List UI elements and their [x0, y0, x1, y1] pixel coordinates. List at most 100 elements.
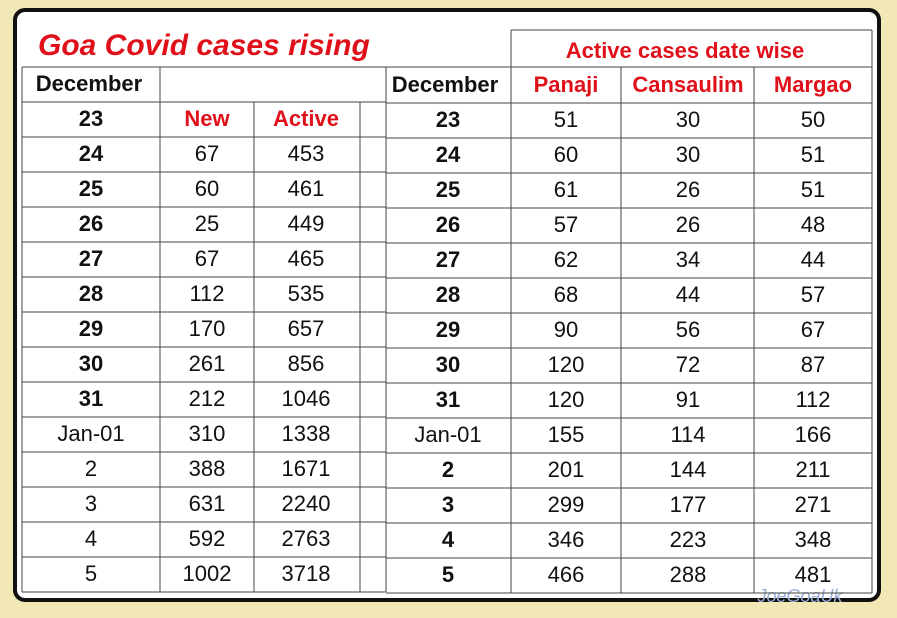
row-label: 25: [79, 176, 103, 201]
cell: 114: [670, 422, 705, 447]
watermark: JoeGoaUk: [756, 586, 843, 606]
cell: 44: [801, 247, 825, 272]
row-label: 28: [436, 282, 460, 307]
cell: 91: [676, 387, 700, 412]
column-header: New: [184, 106, 230, 131]
column-header: Margao: [774, 72, 852, 97]
cell: 2763: [282, 526, 331, 551]
cell: 144: [670, 457, 707, 482]
cell: 453: [288, 141, 325, 166]
row-label: 5: [442, 562, 454, 587]
cell: 25: [195, 211, 219, 236]
cell: 57: [554, 212, 578, 237]
row-label: 3: [85, 491, 97, 516]
row-label: 26: [436, 212, 460, 237]
cell: 60: [195, 176, 219, 201]
cell: 1671: [282, 456, 331, 481]
header: December: [392, 72, 499, 97]
row-label: 31: [436, 387, 460, 412]
row-label: 4: [85, 526, 97, 551]
cell: 26: [676, 177, 700, 202]
cell: 631: [189, 491, 226, 516]
caption: Active cases date wise: [566, 38, 804, 63]
row-label: 5: [85, 561, 97, 586]
cell: 261: [189, 351, 226, 376]
row-label: 24: [436, 142, 461, 167]
cell: 856: [288, 351, 325, 376]
header: December: [36, 71, 143, 96]
cell: 211: [795, 457, 830, 482]
cell: 30: [676, 107, 700, 132]
row-label: 26: [79, 211, 103, 236]
cell: 90: [554, 317, 578, 342]
cell: 120: [548, 352, 585, 377]
row-label: 3: [442, 492, 454, 517]
row-label: 2: [85, 456, 97, 481]
column-header: Panaji: [534, 72, 599, 97]
cell: 271: [795, 492, 832, 517]
cell: 60: [554, 142, 578, 167]
cell: 461: [288, 176, 325, 201]
cell: 310: [189, 421, 226, 446]
cell: 3718: [282, 561, 331, 586]
cell: 51: [801, 142, 825, 167]
cell: 120: [548, 387, 585, 412]
cell: 657: [288, 316, 325, 341]
row-label: 4: [442, 527, 455, 552]
cell: 51: [554, 107, 578, 132]
cell: 112: [189, 281, 224, 306]
cell: 56: [676, 317, 700, 342]
cell: 2240: [282, 491, 331, 516]
cell: 212: [189, 386, 226, 411]
cell: 299: [548, 492, 585, 517]
row-label: 24: [79, 141, 104, 166]
cell: 67: [195, 246, 219, 271]
cell: 201: [548, 457, 585, 482]
row-label: 30: [79, 351, 103, 376]
row-label: 31: [79, 386, 103, 411]
row-label: 27: [79, 246, 103, 271]
row-label: 23: [79, 106, 103, 131]
cell: 449: [288, 211, 325, 236]
cell: 288: [670, 562, 707, 587]
cell: 68: [554, 282, 578, 307]
row-label: 30: [436, 352, 460, 377]
cell: 223: [670, 527, 707, 552]
row-label: 27: [436, 247, 460, 272]
cell: 592: [189, 526, 226, 551]
cell: 166: [795, 422, 832, 447]
column-header: Active: [273, 106, 339, 131]
cell: 177: [670, 492, 707, 517]
cell: 48: [801, 212, 825, 237]
cell: 30: [676, 142, 700, 167]
cell: 170: [189, 316, 226, 341]
cell: 1002: [183, 561, 232, 586]
cell: 67: [801, 317, 825, 342]
cell: 346: [548, 527, 585, 552]
cell: 44: [676, 282, 700, 307]
cell: 67: [195, 141, 219, 166]
cell: 72: [676, 352, 700, 377]
cell: 466: [548, 562, 585, 587]
row-label: 29: [79, 316, 103, 341]
cell: 1046: [282, 386, 331, 411]
row-label: Jan-01: [414, 422, 481, 447]
cell: 1338: [282, 421, 331, 446]
cell: 51: [801, 177, 825, 202]
cell: 112: [795, 387, 830, 412]
cell: 61: [554, 177, 578, 202]
cell: 481: [795, 562, 832, 587]
title: Goa Covid cases rising: [38, 29, 370, 62]
row-label: 29: [436, 317, 460, 342]
cell: 465: [288, 246, 325, 271]
cell: 388: [189, 456, 226, 481]
cell: 535: [288, 281, 325, 306]
row-label: 23: [436, 107, 460, 132]
cell: 155: [548, 422, 585, 447]
column-header: Cansaulim: [632, 72, 743, 97]
cell: 87: [801, 352, 825, 377]
cell: 50: [801, 107, 825, 132]
row-label: Jan-01: [57, 421, 124, 446]
